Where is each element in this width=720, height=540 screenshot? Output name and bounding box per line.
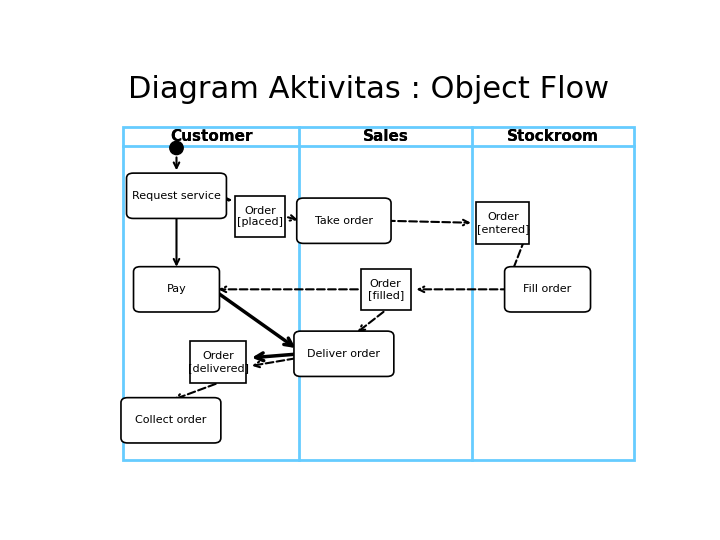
FancyBboxPatch shape (361, 268, 411, 310)
Text: Order: Order (202, 352, 234, 361)
Text: Customer: Customer (170, 129, 253, 144)
FancyBboxPatch shape (124, 127, 634, 460)
Text: [delivered]: [delivered] (188, 363, 249, 373)
FancyBboxPatch shape (297, 198, 391, 244)
Text: Deliver order: Deliver order (307, 349, 380, 359)
Text: Request service: Request service (132, 191, 221, 201)
Text: Sales: Sales (363, 129, 409, 144)
FancyBboxPatch shape (127, 173, 226, 219)
FancyBboxPatch shape (121, 397, 221, 443)
Text: Sales: Sales (363, 129, 409, 144)
Text: Pay: Pay (166, 285, 186, 294)
Text: Take order: Take order (315, 215, 373, 226)
Text: Fill order: Fill order (523, 285, 572, 294)
Text: Order: Order (244, 206, 276, 216)
Text: [entered]: [entered] (477, 224, 529, 234)
Text: Order: Order (487, 212, 519, 222)
FancyBboxPatch shape (235, 196, 285, 238)
FancyBboxPatch shape (190, 341, 246, 383)
Text: Stockroom: Stockroom (507, 129, 599, 144)
Text: Order: Order (370, 279, 402, 288)
FancyBboxPatch shape (505, 267, 590, 312)
FancyBboxPatch shape (294, 331, 394, 376)
Text: Stockroom: Stockroom (507, 129, 599, 144)
Text: Collect order: Collect order (135, 415, 207, 426)
Text: Customer: Customer (170, 129, 253, 144)
Text: Diagram Aktivitas : Object Flow: Diagram Aktivitas : Object Flow (128, 75, 610, 104)
Text: [placed]: [placed] (237, 218, 283, 227)
Ellipse shape (170, 141, 183, 154)
Text: [filled]: [filled] (368, 290, 404, 300)
FancyBboxPatch shape (133, 267, 220, 312)
FancyBboxPatch shape (477, 202, 529, 244)
